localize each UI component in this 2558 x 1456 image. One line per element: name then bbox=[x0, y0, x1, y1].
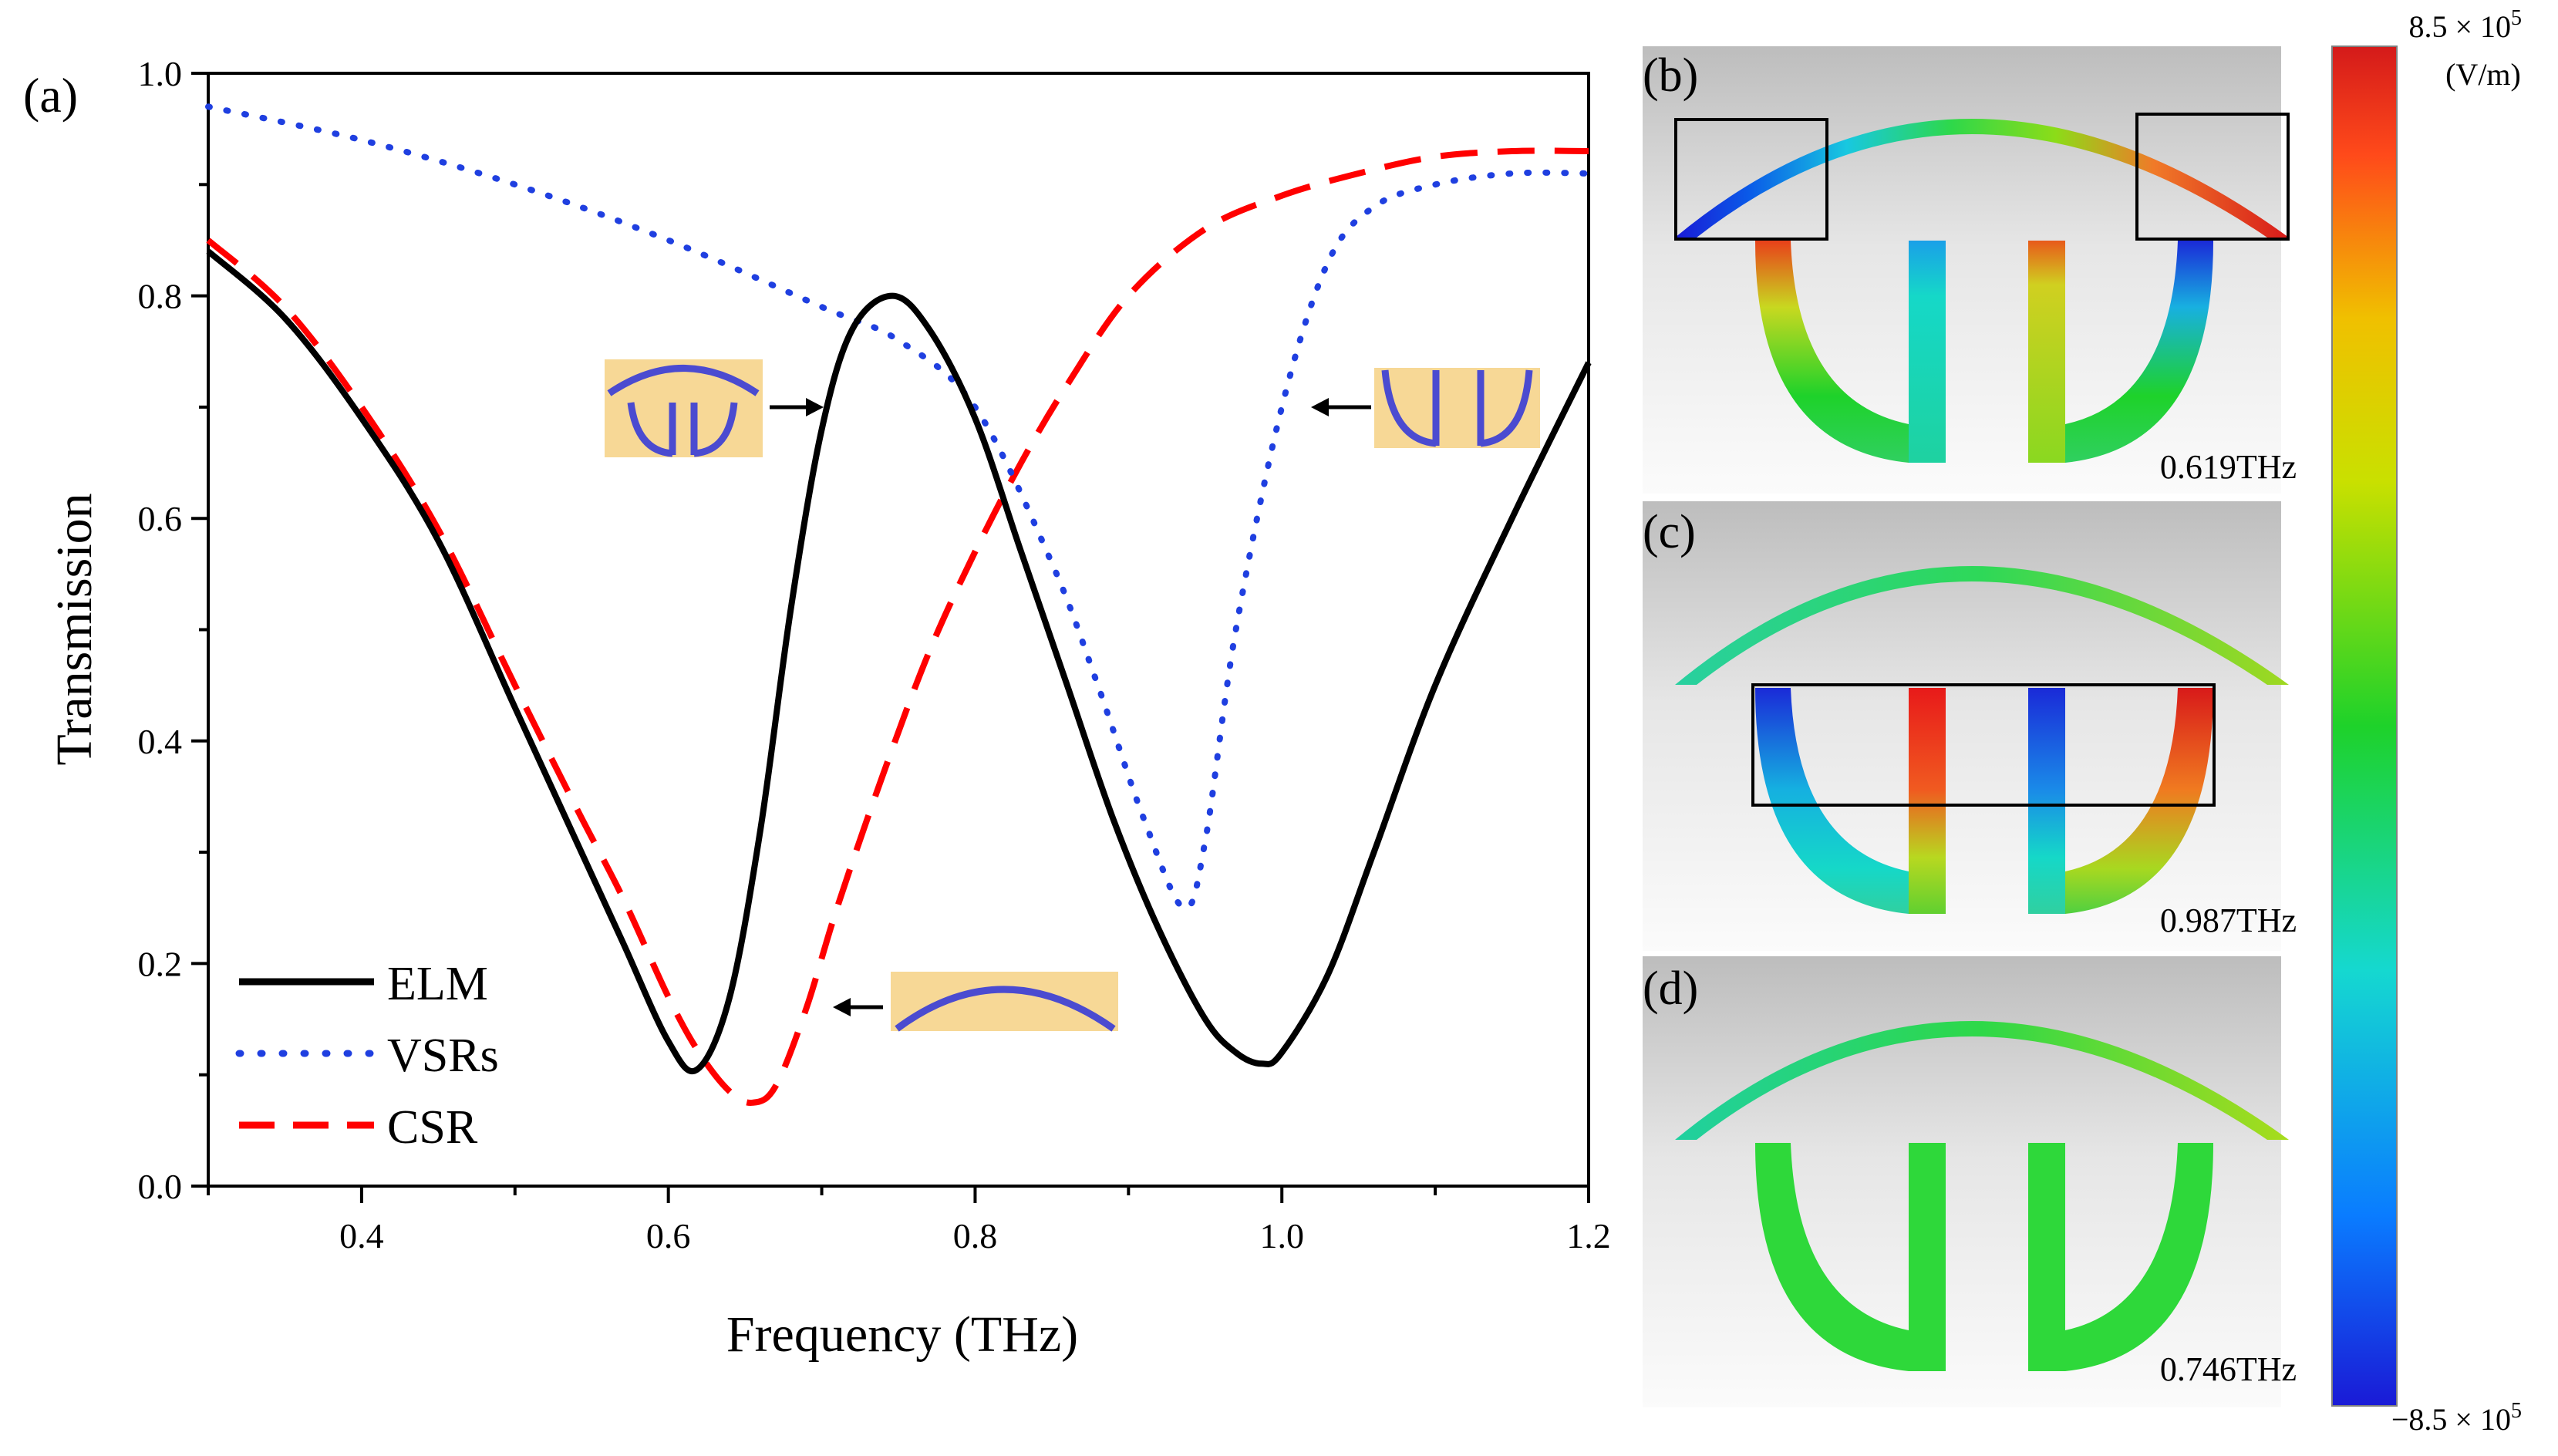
left-stem-b bbox=[1909, 241, 1946, 463]
colorbar-min-label: −8.5 × 105 bbox=[2391, 1399, 2522, 1437]
axis-ticks: 0.0 0.2 0.4 0.6 0.8 1.0 0.4 0.6 0.8 1.0 1.2 bbox=[138, 54, 1611, 1255]
inset-elm-structure bbox=[605, 359, 824, 457]
legend-label-vsrs: VSRs bbox=[387, 1030, 499, 1082]
y-tick-label: 0.2 bbox=[138, 944, 183, 983]
x-tick-label: 0.4 bbox=[339, 1216, 384, 1255]
left-stem-d bbox=[1909, 1143, 1946, 1371]
elm-structure-icon bbox=[607, 365, 760, 457]
panel-label-d: (d) bbox=[1643, 962, 1698, 1015]
arrow-to-csr-curve bbox=[833, 998, 883, 1016]
panel-label-b: (b) bbox=[1643, 49, 1698, 102]
highlight-box-left bbox=[1674, 118, 1828, 241]
left-stem-c bbox=[1909, 688, 1946, 914]
colorbar-max-text: 8.5 × 10 bbox=[2408, 9, 2511, 44]
right-leg-c bbox=[2065, 688, 2213, 914]
right-leg-d bbox=[2065, 1143, 2213, 1371]
inset-background bbox=[891, 972, 1118, 1031]
left-leg-d bbox=[1755, 1143, 1909, 1371]
field-panel-d: (d) 0.746THz bbox=[1643, 956, 2297, 1407]
y-tick-label: 0.4 bbox=[138, 722, 183, 761]
series-line-vsrs bbox=[205, 103, 1592, 912]
colorbar-unit: (V/m) bbox=[2445, 57, 2521, 92]
series-line-csr bbox=[206, 147, 1589, 1106]
right-stem-c bbox=[2028, 688, 2065, 914]
series-line-elm bbox=[206, 248, 1592, 1074]
colorbar-max-exponent: 5 bbox=[2511, 6, 2522, 30]
csr-structure-icon bbox=[895, 986, 1116, 1032]
inset-background bbox=[1374, 368, 1540, 448]
x-tick-label: 1.2 bbox=[1566, 1216, 1611, 1255]
inset-vsrs-structure bbox=[1311, 368, 1540, 448]
frequency-label-c: 0.987THz bbox=[2160, 902, 2297, 939]
right-leg-b bbox=[2065, 241, 2213, 463]
arch-c bbox=[1675, 566, 2289, 685]
panel-label-a: (a) bbox=[23, 68, 78, 123]
arch-d bbox=[1675, 1021, 2289, 1140]
legend: ELM VSRs CSR bbox=[235, 958, 499, 1154]
y-tick-label: 0.8 bbox=[138, 277, 183, 316]
highlight-box-right bbox=[2135, 113, 2290, 241]
x-tick-label: 1.0 bbox=[1259, 1216, 1304, 1255]
transmission-chart: 0.0 0.2 0.4 0.6 0.8 1.0 0.4 0.6 0.8 1.0 1.2 (a) Fr… bbox=[23, 54, 1611, 1363]
arrow-to-elm-peak bbox=[770, 398, 824, 416]
arrow-to-vsrs-curve bbox=[1311, 398, 1371, 416]
colorbar-min-exponent: 5 bbox=[2511, 1399, 2522, 1423]
x-axis-label: Frequency (THz) bbox=[726, 1306, 1078, 1363]
vsrs-structure-icon bbox=[1381, 369, 1533, 447]
y-tick-label: 0.0 bbox=[138, 1167, 183, 1206]
legend-label-elm: ELM bbox=[387, 958, 488, 1010]
inset-csr-structure bbox=[833, 972, 1118, 1032]
panel-label-c: (c) bbox=[1643, 506, 1696, 558]
series-lines bbox=[205, 103, 1592, 1106]
left-leg-c bbox=[1755, 688, 1909, 914]
y-tick-label: 1.0 bbox=[138, 54, 183, 93]
left-leg-b bbox=[1755, 241, 1909, 463]
highlight-box-center bbox=[1751, 683, 2216, 807]
colorbar-min-text: −8.5 × 10 bbox=[2391, 1402, 2511, 1437]
legend-label-csr: CSR bbox=[387, 1101, 478, 1154]
right-stem-d bbox=[2028, 1143, 2065, 1371]
frequency-label-b: 0.619THz bbox=[2160, 448, 2297, 486]
field-panel-c: (c) 0.987THz bbox=[1643, 501, 2297, 951]
field-panel-b: (b) 0.619THz bbox=[1643, 46, 2297, 494]
right-stem-b bbox=[2028, 241, 2065, 463]
colorbar: 8.5 × 105 (V/m) −8.5 × 105 bbox=[2331, 6, 2522, 1437]
y-tick-label: 0.6 bbox=[138, 499, 183, 538]
structure-d bbox=[1675, 1021, 2289, 1371]
colorbar-max-label: 8.5 × 105 bbox=[2408, 6, 2522, 44]
frequency-label-d: 0.746THz bbox=[2160, 1350, 2297, 1388]
x-tick-label: 0.8 bbox=[953, 1216, 998, 1255]
y-axis-label: Transmission bbox=[46, 493, 103, 765]
colorbar-gradient bbox=[2331, 46, 2398, 1407]
structure-c bbox=[1675, 566, 2289, 914]
x-tick-label: 0.6 bbox=[646, 1216, 691, 1255]
